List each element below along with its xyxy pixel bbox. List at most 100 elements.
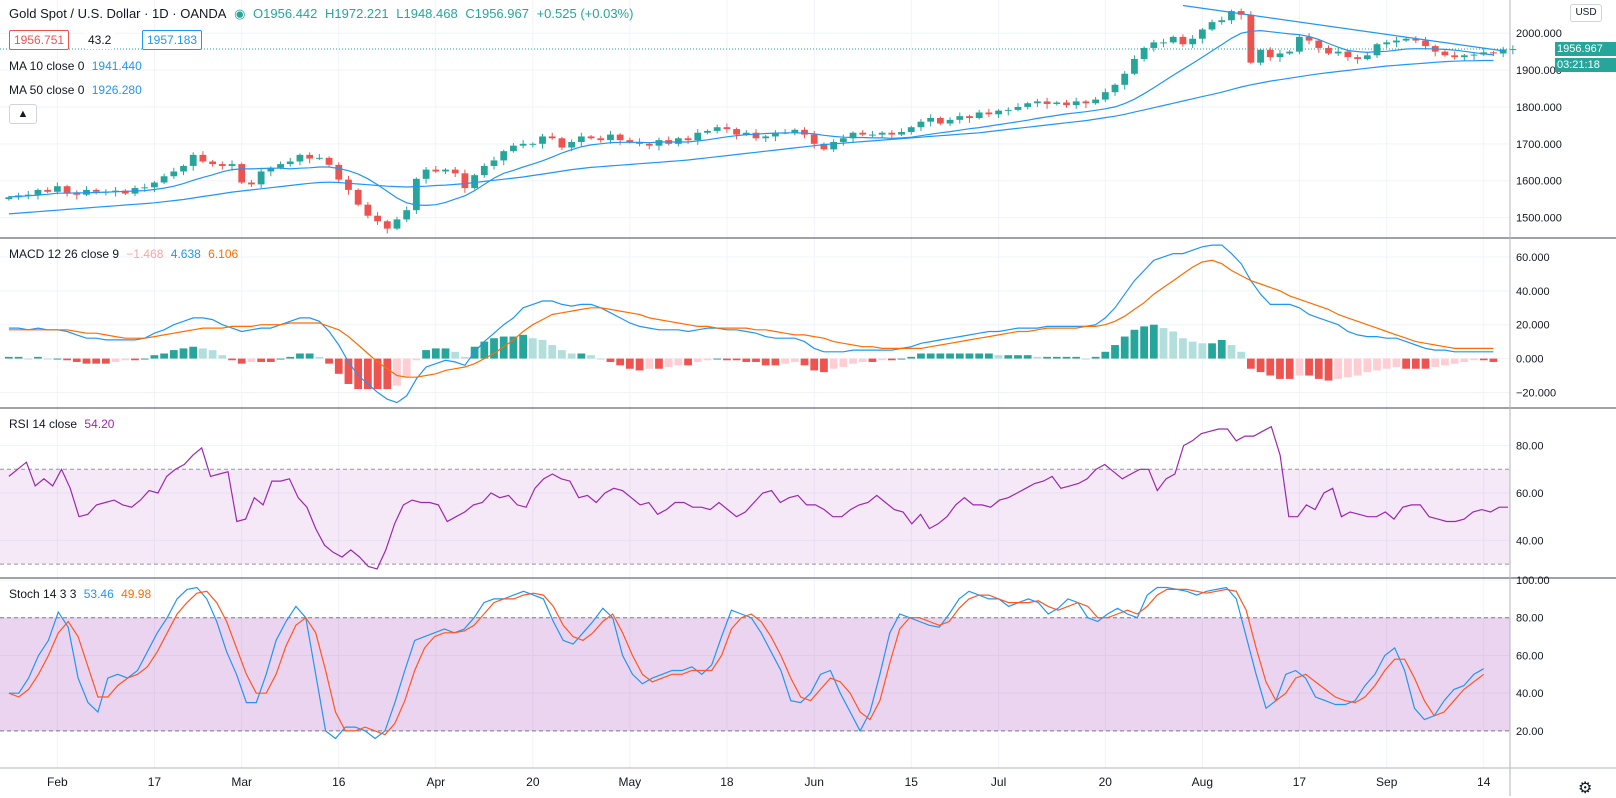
time-tick-label: Sep — [1376, 775, 1398, 789]
candle-body — [451, 169, 459, 174]
rsi-line — [8, 425, 1508, 570]
histogram-bar — [1043, 356, 1051, 359]
countdown-label: 03:21:18 — [1555, 58, 1616, 72]
bid-price[interactable]: 1956.751 — [9, 30, 70, 50]
candle-body — [267, 167, 275, 172]
stoch-pane[interactable] — [0, 586, 1510, 740]
ask-price[interactable]: 1957.183 — [142, 30, 203, 50]
histogram-bar — [1072, 356, 1081, 359]
histogram-bar — [1130, 329, 1139, 359]
candle-body — [568, 141, 576, 148]
histogram-bar — [820, 358, 828, 373]
ohlc-change: +0.525 (+0.03%) — [536, 6, 634, 21]
histogram-bar — [684, 358, 692, 366]
histogram-bar — [160, 353, 168, 359]
candle-body — [539, 136, 546, 144]
histogram-bar — [887, 358, 896, 361]
macd-line — [8, 244, 1494, 404]
histogram-bar — [1179, 338, 1187, 359]
ma10-label: MA 10 close 0 — [9, 59, 85, 73]
rsi-label: RSI 14 close — [9, 417, 78, 431]
histogram-bar — [1140, 326, 1149, 359]
histogram-bar — [1120, 336, 1129, 359]
candle-body — [995, 110, 1002, 115]
candle-body — [985, 112, 993, 115]
gear-icon[interactable]: ⚙ — [1578, 780, 1593, 797]
candle-body — [248, 182, 255, 185]
candle-body — [616, 134, 624, 141]
price-tick-label: 100.00 — [1516, 575, 1550, 587]
price-tick-label: 40.00 — [1516, 688, 1544, 700]
candle-body — [907, 127, 915, 133]
histogram-bar — [538, 339, 547, 359]
candle-body — [500, 151, 508, 161]
candle-body — [956, 116, 964, 120]
histogram-bar — [1479, 358, 1488, 361]
histogram-bar — [499, 336, 508, 359]
histogram-bar — [723, 358, 731, 361]
candle-body — [966, 116, 973, 118]
candle-body — [442, 169, 449, 172]
histogram-bar — [984, 353, 993, 359]
histogram-bar — [34, 356, 42, 359]
candle-body — [869, 134, 876, 136]
candle-body — [1111, 84, 1119, 93]
histogram-bar — [480, 341, 489, 359]
histogram-bar — [237, 358, 246, 364]
histogram-bar — [567, 353, 576, 359]
candle-body — [180, 165, 187, 172]
candle-body — [1228, 11, 1235, 21]
histogram-bar — [14, 356, 23, 359]
histogram-bar — [926, 353, 935, 359]
stoch-d-line — [8, 588, 1485, 736]
stoch-legend[interactable]: Stoch 14 3 3 53.46 49.98 — [9, 587, 155, 601]
histogram-bar — [276, 358, 285, 360]
histogram-bar — [441, 348, 450, 359]
histogram-bar — [1217, 339, 1226, 359]
candle-body — [1024, 103, 1032, 107]
histogram-bar — [1470, 358, 1478, 361]
candle-body — [461, 173, 469, 189]
candle-body — [151, 182, 158, 188]
rsi-legend[interactable]: RSI 14 close 54.20 — [9, 417, 118, 431]
currency-button[interactable]: USD — [1570, 4, 1602, 22]
histogram-bar — [315, 356, 324, 359]
histogram-bar — [849, 358, 857, 364]
histogram-bar — [92, 358, 101, 364]
grid — [0, 0, 1510, 768]
time-tick-label: May — [619, 775, 642, 789]
price-pane[interactable] — [0, 4, 1517, 234]
candle-body — [1402, 38, 1410, 41]
ma50-value: 1926.280 — [91, 83, 142, 97]
histogram-bar — [393, 358, 401, 386]
histogram-bar — [402, 358, 411, 378]
histogram-bar — [1111, 345, 1119, 359]
histogram-bar — [1082, 358, 1090, 360]
candle-body — [238, 164, 246, 183]
candle-body — [1063, 102, 1070, 106]
macd-legend[interactable]: MACD 12 26 close 9 −1.468 4.638 6.106 — [9, 247, 242, 261]
candle-body — [189, 154, 197, 166]
histogram-bar — [1062, 356, 1071, 359]
candle-body — [927, 118, 935, 122]
histogram-bar — [810, 358, 819, 371]
rsi-pane[interactable] — [0, 425, 1510, 570]
histogram-bar — [655, 358, 663, 369]
ma10-legend[interactable]: MA 10 close 0 1941.440 — [9, 59, 146, 73]
histogram-bar — [334, 358, 343, 374]
histogram-bar — [829, 358, 838, 369]
candle-body — [209, 161, 217, 165]
candle-body — [53, 186, 61, 192]
histogram-bar — [577, 353, 586, 359]
histogram-bar — [917, 353, 925, 359]
time-tick-label: Feb — [47, 775, 68, 789]
macd-pane[interactable] — [4, 244, 1498, 404]
candle-body — [1072, 101, 1080, 106]
collapse-legend-button[interactable]: ▲ — [9, 104, 37, 124]
symbol-title: Gold Spot / U.S. Dollar · 1D · OANDA — [9, 6, 227, 21]
time-tick-label: 16 — [332, 775, 346, 789]
ma50-legend[interactable]: MA 50 close 0 1926.280 — [9, 83, 146, 97]
histogram-bar — [664, 358, 673, 368]
candle-body — [393, 219, 401, 229]
